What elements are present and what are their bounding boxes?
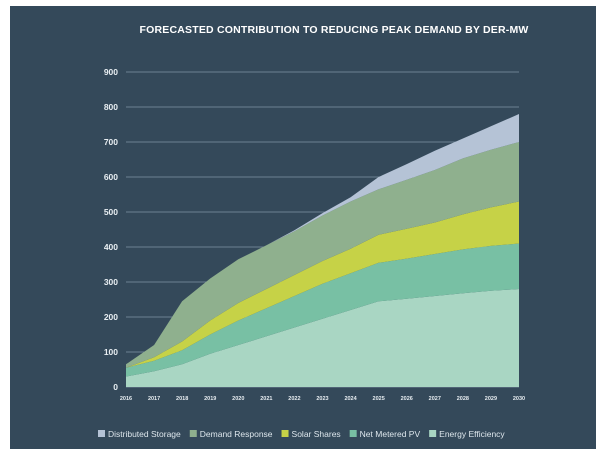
y-tick-label: 700 (104, 137, 118, 147)
x-tick-label: 2028 (457, 396, 469, 402)
y-tick-label: 300 (104, 277, 118, 287)
legend-label: Energy Efficiency (439, 429, 505, 439)
x-tick-label: 2020 (232, 396, 244, 402)
x-tick-label: 2024 (344, 396, 357, 402)
x-axis-ticks: 2016 2017 2018 2019 2020 2021 2022 2023 2024 2025… (120, 396, 525, 402)
legend-swatch-net-metered-pv (349, 430, 357, 437)
x-tick-label: 2022 (288, 396, 300, 402)
y-tick-label: 900 (104, 67, 118, 77)
x-tick-label: 2023 (316, 396, 328, 402)
x-tick-label: 2019 (204, 396, 216, 402)
x-tick-label: 2030 (513, 396, 525, 402)
y-tick-label: 0 (113, 382, 118, 392)
legend-swatch-distributed-storage (98, 430, 105, 437)
series-area-solar-shares (126, 201, 519, 368)
chart-svg: FORECASTED CONTRIBUTION TO REDUCING PEAK… (98, 24, 528, 439)
y-tick-label: 500 (104, 207, 118, 217)
y-axis-ticks: 0 100 200 300 400 500 600 700 800 900 (104, 67, 118, 392)
legend-label: Demand Response (200, 429, 273, 439)
y-tick-label: 600 (104, 172, 118, 182)
area-series (126, 114, 519, 387)
series-area-distributed-storage (126, 114, 519, 365)
chart-panel: FORECASTED CONTRIBUTION TO REDUCING PEAK… (10, 6, 596, 449)
y-tick-label: 200 (104, 312, 118, 322)
series-area-net-metered-pv (126, 243, 519, 377)
x-tick-label: 2018 (176, 396, 188, 402)
legend-swatch-demand-response (189, 430, 197, 437)
y-tick-label: 100 (104, 347, 118, 357)
series-area-demand-response (126, 142, 519, 368)
chart-title: FORECASTED CONTRIBUTION TO REDUCING PEAK… (139, 24, 528, 36)
x-tick-label: 2029 (485, 396, 497, 402)
legend-swatch-solar-shares (281, 430, 289, 437)
x-tick-label: 2027 (429, 396, 441, 402)
series-area-energy-efficiency (126, 289, 519, 387)
y-tick-label: 400 (104, 242, 118, 252)
legend-swatch-energy-efficiency (429, 430, 437, 437)
legend-label: Distributed Storage (108, 429, 181, 439)
legend: Distributed Storage Demand Response Solar … (98, 429, 505, 439)
x-tick-label: 2026 (401, 396, 413, 402)
x-tick-label: 2016 (120, 396, 132, 402)
legend-label: Solar Shares (292, 429, 341, 439)
x-tick-label: 2025 (373, 396, 385, 402)
x-tick-label: 2021 (260, 396, 272, 402)
x-tick-label: 2017 (148, 396, 160, 402)
y-tick-label: 800 (104, 102, 118, 112)
legend-label: Net Metered PV (360, 429, 421, 439)
